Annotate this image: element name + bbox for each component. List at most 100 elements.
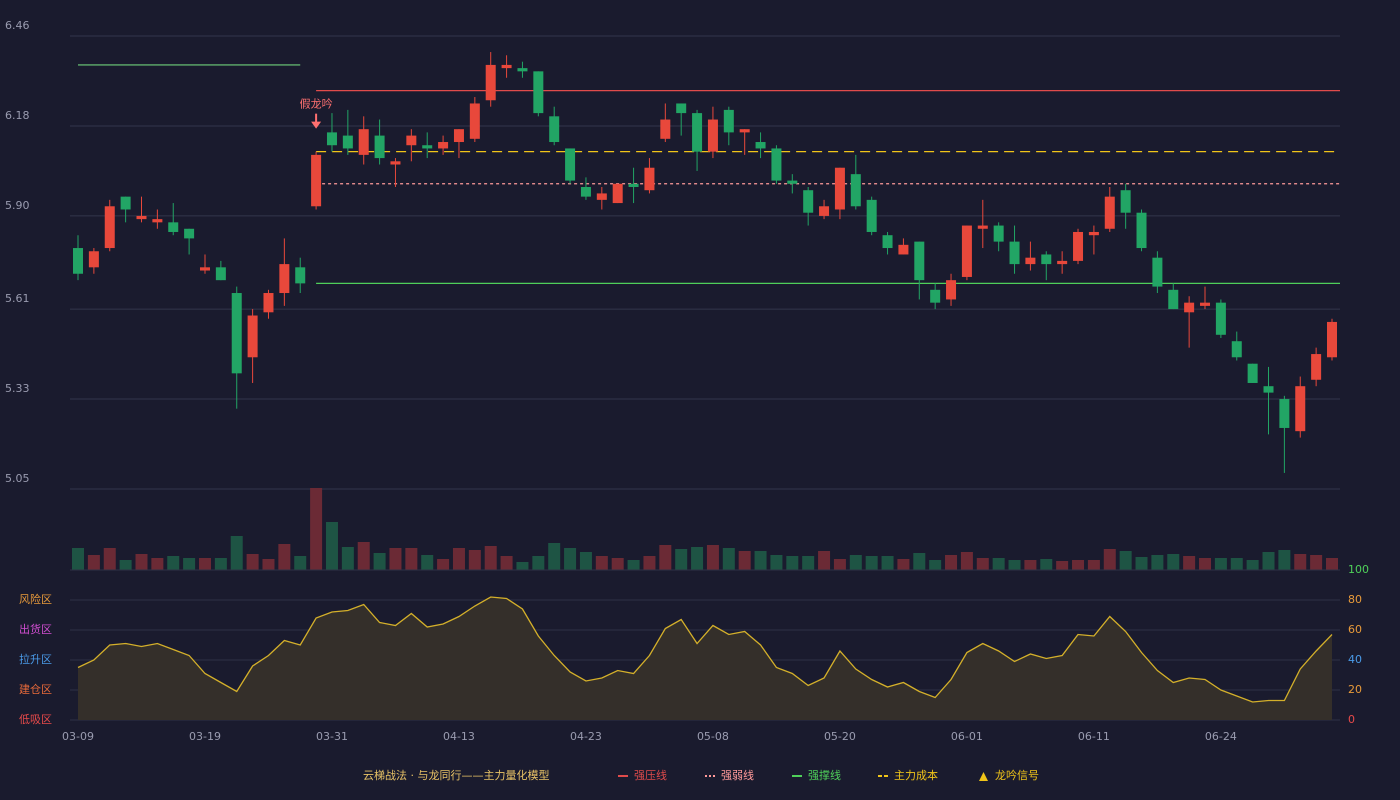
volume-bar <box>500 556 513 570</box>
y-tick-label: 6.18 <box>5 109 30 122</box>
volume-bar <box>992 558 1005 570</box>
volume-bar <box>119 560 132 570</box>
volume-bar <box>738 551 751 570</box>
candle-body <box>231 293 242 374</box>
volume-bar <box>341 547 354 570</box>
y-tick-label: 5.05 <box>5 472 30 485</box>
volume-bar <box>103 548 116 570</box>
candle-body <box>199 267 210 271</box>
volume-bar <box>1151 555 1164 570</box>
volume-bar <box>770 555 783 570</box>
candle-body <box>771 148 782 181</box>
volume-bar <box>579 552 592 570</box>
candle-body <box>1184 302 1195 313</box>
volume-bar <box>1024 560 1037 570</box>
candle-body <box>1247 363 1258 383</box>
volume-bar <box>1326 558 1338 570</box>
zone-label: 建仓区 <box>19 682 52 696</box>
candle-body <box>1073 231 1084 261</box>
volume-bar <box>976 558 989 570</box>
volume-bar <box>325 522 338 570</box>
x-tick-label: 03-31 <box>316 730 348 743</box>
volume-bar <box>564 548 577 570</box>
candle-body <box>358 129 369 155</box>
y-tick-label: 60 <box>1348 623 1362 636</box>
volume-bar <box>675 549 688 570</box>
candle-body <box>1041 254 1052 265</box>
candle-body <box>168 222 179 232</box>
candle-body <box>295 267 306 284</box>
candle-body <box>1215 302 1226 335</box>
x-tick-label: 04-23 <box>570 730 602 743</box>
candle-body <box>374 135 385 159</box>
candle-body <box>469 103 480 139</box>
x-tick-label: 06-11 <box>1078 730 1110 743</box>
candle-body <box>422 145 433 149</box>
candle-body <box>1200 302 1211 306</box>
volume-bar <box>405 548 418 570</box>
x-tick-label: 06-01 <box>951 730 983 743</box>
zone-label: 风险区 <box>19 592 52 606</box>
candle-body <box>485 64 496 101</box>
x-tick-label: 05-20 <box>824 730 856 743</box>
candle-body <box>676 103 687 114</box>
volume-bar <box>421 555 434 570</box>
volume-bar <box>595 556 608 570</box>
volume-bar <box>1262 552 1275 570</box>
volume-bar <box>1246 560 1259 570</box>
candle-body <box>1057 260 1068 265</box>
volume-bar <box>87 555 100 570</box>
candle-body <box>390 161 401 165</box>
candle-body <box>120 196 131 210</box>
candle-body <box>739 129 750 133</box>
candle-body <box>707 119 718 152</box>
volume-bar <box>548 543 561 570</box>
volume-bar <box>754 551 767 570</box>
volume-bar <box>468 550 481 570</box>
volume-bar <box>1087 560 1100 570</box>
volume-bar <box>230 536 243 570</box>
candle-body <box>930 289 941 303</box>
candle-body <box>1168 289 1179 310</box>
candle-body <box>501 64 512 69</box>
x-tick-label: 03-09 <box>62 730 94 743</box>
candle-body <box>993 225 1004 242</box>
volume-bar <box>706 545 719 570</box>
volume-bar <box>167 556 180 570</box>
x-tick-label: 06-24 <box>1205 730 1237 743</box>
y-tick-label: 5.33 <box>5 382 30 395</box>
volume-bar <box>1040 559 1053 570</box>
candle-body <box>628 183 639 187</box>
x-tick-label: 04-13 <box>443 730 475 743</box>
volume-bar <box>627 560 640 570</box>
legend-title: 云梯战法 · 与龙同行——主力量化模型 <box>363 768 550 782</box>
candle-body <box>819 206 830 216</box>
volume-bar <box>1294 554 1307 570</box>
candle-body <box>946 280 957 300</box>
volume-bar <box>278 544 291 570</box>
volume-bar <box>865 556 878 570</box>
volume-bar <box>1214 558 1227 570</box>
candle-body <box>453 129 464 143</box>
volume-bar <box>945 555 958 570</box>
volume-bar <box>818 551 831 570</box>
candle-body <box>596 193 607 200</box>
candle-body <box>644 167 655 191</box>
x-tick-label: 05-08 <box>697 730 729 743</box>
indicator-area <box>78 597 1332 720</box>
zone-label: 拉升区 <box>19 652 52 666</box>
candle-body <box>866 199 877 232</box>
candle-body <box>565 148 576 181</box>
candle-body <box>215 267 226 281</box>
legend-label: 强压线 <box>634 768 667 782</box>
volume-bar <box>1183 556 1196 570</box>
volume-bar <box>373 553 386 570</box>
volume-bar <box>198 558 211 570</box>
candle-body <box>803 190 814 213</box>
candle-body <box>961 225 972 277</box>
volume-bar <box>389 548 402 570</box>
candle-body <box>898 244 909 255</box>
candle-body <box>342 135 353 149</box>
candle-body <box>580 187 591 197</box>
